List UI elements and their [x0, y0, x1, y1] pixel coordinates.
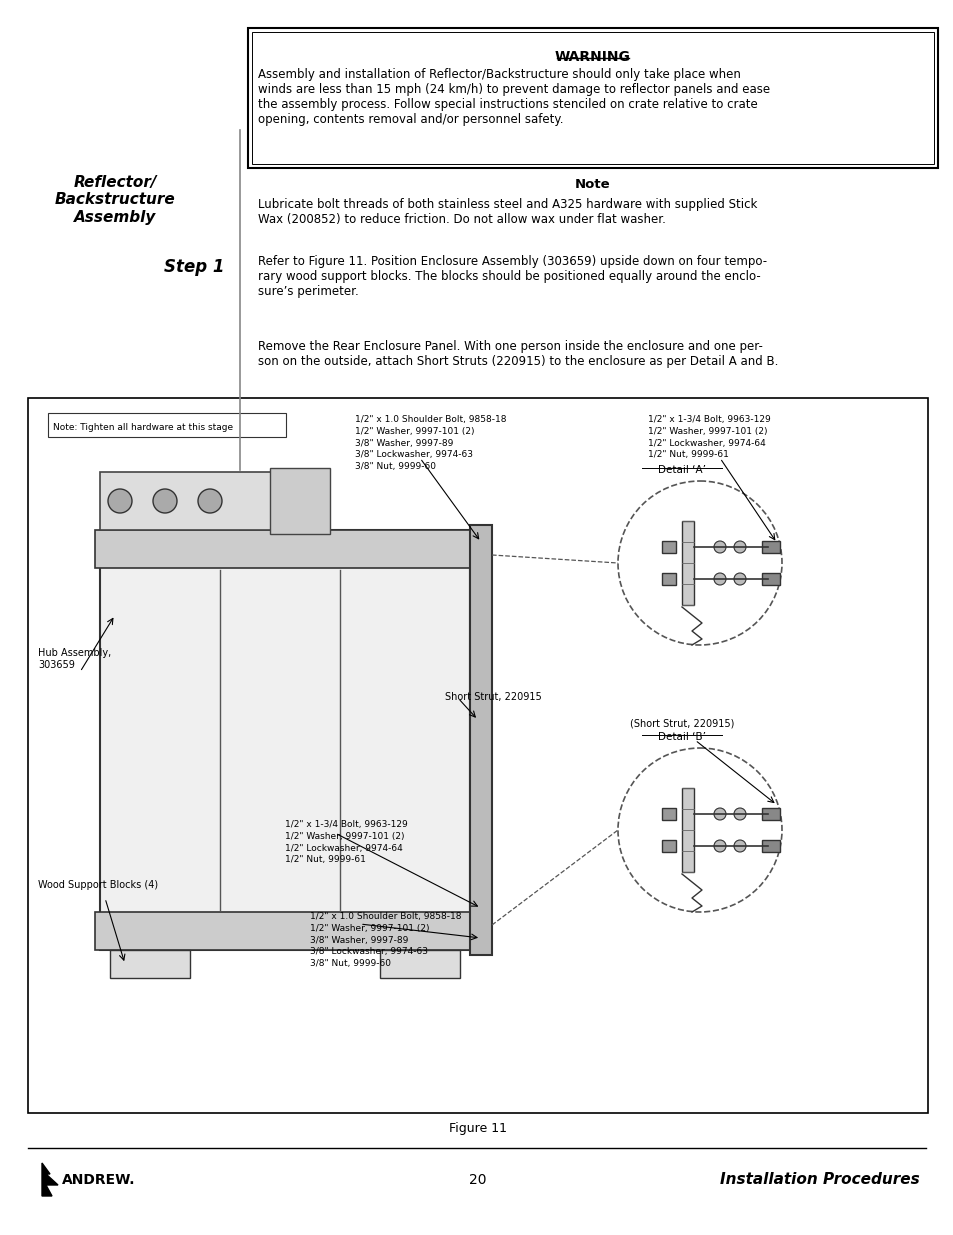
Circle shape [713, 840, 725, 852]
Bar [28, 398, 927, 1113]
Circle shape [713, 808, 725, 820]
Bar [761, 541, 780, 553]
Bar [661, 840, 676, 852]
Bar [379, 950, 459, 978]
Circle shape [713, 573, 725, 585]
Bar [270, 468, 330, 534]
Circle shape [618, 748, 781, 911]
Text: 1/2" x 1.0 Shoulder Bolt, 9858-18
1/2" Washer, 9997-101 (2)
3/8" Washer, 9997-89: 1/2" x 1.0 Shoulder Bolt, 9858-18 1/2" W… [355, 415, 506, 472]
Text: Short Strut, 220915: Short Strut, 220915 [444, 692, 541, 701]
Text: 1/2" x 1-3/4 Bolt, 9963-129
1/2" Washer, 9997-101 (2)
1/2" Lockwasher, 9974-64
1: 1/2" x 1-3/4 Bolt, 9963-129 1/2" Washer,… [647, 415, 770, 459]
Text: Detail ‘A’: Detail ‘A’ [658, 466, 705, 475]
Polygon shape [42, 1163, 58, 1195]
Text: 1/2" x 1.0 Shoulder Bolt, 9858-18
1/2" Washer, 9997-101 (2)
3/8" Washer, 9997-89: 1/2" x 1.0 Shoulder Bolt, 9858-18 1/2" W… [310, 911, 461, 968]
Circle shape [152, 489, 177, 513]
Text: Lubricate bolt threads of both stainless steel and A325 hardware with supplied S: Lubricate bolt threads of both stainless… [257, 198, 757, 226]
Text: Wood Support Blocks (4): Wood Support Blocks (4) [38, 881, 158, 890]
Text: 20: 20 [469, 1173, 486, 1187]
Bar [95, 911, 475, 950]
Bar [48, 412, 286, 437]
Bar [100, 472, 319, 530]
Bar [661, 573, 676, 585]
Text: Remove the Rear Enclosure Panel. With one person inside the enclosure and one pe: Remove the Rear Enclosure Panel. With on… [257, 340, 778, 368]
Bar [661, 808, 676, 820]
Text: Installation Procedures: Installation Procedures [720, 1172, 919, 1188]
Circle shape [733, 541, 745, 553]
Text: Reflector/
Backstructure
Assembly: Reflector/ Backstructure Assembly [54, 175, 175, 225]
Text: Note: Tighten all hardware at this stage: Note: Tighten all hardware at this stage [53, 424, 233, 432]
Text: Step 1: Step 1 [164, 258, 225, 275]
Circle shape [733, 573, 745, 585]
Text: (Short Strut, 220915): (Short Strut, 220915) [629, 718, 734, 727]
Text: Note: Note [575, 178, 610, 191]
Bar [95, 530, 475, 568]
Bar [100, 530, 470, 950]
Text: WARNING: WARNING [555, 49, 630, 64]
Bar [252, 32, 933, 164]
Bar [248, 28, 937, 168]
Text: 1/2" x 1-3/4 Bolt, 9963-129
1/2" Washer, 9997-101 (2)
1/2" Lockwasher, 9974-64
1: 1/2" x 1-3/4 Bolt, 9963-129 1/2" Washer,… [285, 820, 407, 864]
Text: Assembly and installation of Reflector/Backstructure should only take place when: Assembly and installation of Reflector/B… [257, 68, 769, 126]
Bar [761, 808, 780, 820]
Circle shape [733, 840, 745, 852]
Bar [470, 525, 492, 955]
Circle shape [733, 808, 745, 820]
Bar [661, 541, 676, 553]
Bar [761, 840, 780, 852]
Text: Refer to Figure 11. Position Enclosure Assembly (303659) upside down on four tem: Refer to Figure 11. Position Enclosure A… [257, 254, 766, 298]
Text: Figure 11: Figure 11 [449, 1123, 506, 1135]
Circle shape [618, 480, 781, 645]
Circle shape [713, 541, 725, 553]
Bar [761, 573, 780, 585]
Bar [681, 521, 693, 605]
Text: Detail ‘B’: Detail ‘B’ [658, 732, 705, 742]
Circle shape [198, 489, 222, 513]
Circle shape [108, 489, 132, 513]
Text: Hub Assembly,
303659: Hub Assembly, 303659 [38, 648, 112, 669]
Text: ANDREW.: ANDREW. [62, 1173, 135, 1187]
Bar [681, 788, 693, 872]
Bar [110, 950, 190, 978]
